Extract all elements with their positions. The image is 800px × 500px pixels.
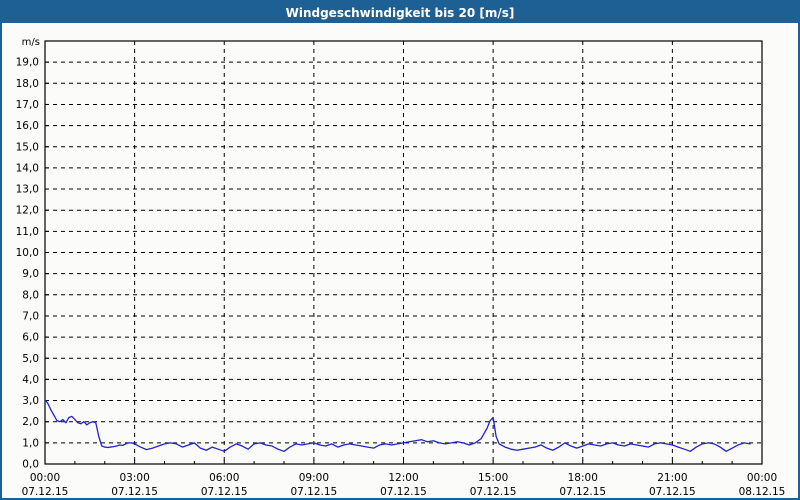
y-axis-tick-label: 19,0	[16, 57, 39, 69]
wind-speed-line-chart: m/s 0,0 1,0 2,0 3,0 4,0 5,0 6,0 7,0 8,0 9,0 10,0 11…	[16, 37, 786, 498]
y-axis-tick-label: 1,0	[22, 437, 39, 449]
x-axis-date-label: 07.12.15	[201, 486, 248, 498]
y-axis-tick-label: 5,0	[22, 353, 39, 365]
y-axis-unit-label: m/s	[22, 37, 40, 48]
y-axis-tick-label: 12,0	[16, 205, 39, 217]
x-axis-date-label: 07.12.15	[649, 486, 696, 498]
y-axis-tick-label: 16,0	[16, 120, 39, 132]
x-axis-date-label: 07.12.15	[290, 486, 337, 498]
y-axis-tick-label: 13,0	[16, 184, 39, 196]
x-axis-date-label: 07.12.15	[559, 486, 606, 498]
y-axis-tick-label: 3,0	[22, 395, 39, 407]
x-axis-time-label: 18:00	[568, 472, 598, 484]
x-axis-date-label: 07.12.15	[470, 486, 517, 498]
plot-axes-frame	[44, 40, 763, 465]
x-axis-time-label: 21:00	[657, 472, 687, 484]
y-axis-tick-labels: 0,0 1,0 2,0 3,0 4,0 5,0 6,0 7,0 8,0 9,0 10,0 11,0 12…	[16, 57, 39, 471]
y-axis-tick-label: 7,0	[22, 310, 39, 322]
y-axis-tick-label: 14,0	[16, 162, 39, 174]
x-axis-date-label: 07.12.15	[22, 486, 69, 498]
wind-speed-series-line	[44, 398, 751, 452]
x-axis-time-label: 06:00	[209, 472, 239, 484]
x-axis-date-label: 07.12.15	[111, 486, 158, 498]
page-title: Windgeschwindigkeit bis 20 [m/s]	[285, 5, 515, 20]
y-axis-tick-label: 15,0	[16, 141, 39, 153]
x-axis-date-label: 07.12.15	[380, 486, 427, 498]
y-axis-tick-label: 9,0	[22, 268, 39, 280]
x-axis-date-label: 08.12.15	[739, 486, 786, 498]
x-axis-time-label: 12:00	[388, 472, 418, 484]
x-axis-time-label: 00:00	[30, 472, 60, 484]
y-axis-tick-label: 0,0	[22, 459, 39, 471]
x-axis-time-label: 00:00	[747, 472, 777, 484]
plot-frame	[44, 40, 763, 465]
y-axis-tick-label: 18,0	[16, 78, 39, 90]
x-axis-time-label: 03:00	[119, 472, 149, 484]
y-axis-tick-label: 11,0	[16, 226, 39, 238]
y-axis-tick-label: 2,0	[22, 416, 39, 428]
y-axis-tick-label: 8,0	[22, 289, 39, 301]
chart-plot-area: m/s 0,0 1,0 2,0 3,0 4,0 5,0 6,0 7,0 8,0 9,0 10,0 11…	[2, 23, 798, 498]
x-axis-time-label: 15:00	[478, 472, 508, 484]
x-axis-time-label: 09:00	[299, 472, 329, 484]
vertical-gridlines	[134, 41, 673, 464]
y-axis-tick-label: 6,0	[22, 332, 39, 344]
x-axis-tick-labels: 00:00 07.12.15 03:00 07.12.15 06:00 07.12.15 0…	[22, 472, 786, 498]
data-line-windgeschwindigkeit	[44, 398, 751, 452]
y-axis-tick-label: 10,0	[16, 247, 39, 259]
y-axis-tick-label: 17,0	[16, 99, 39, 111]
window-title-bar: Windgeschwindigkeit bis 20 [m/s]	[2, 2, 798, 23]
y-axis-unit-label-group: m/s	[22, 37, 40, 48]
y-axis-tick-label: 4,0	[22, 374, 39, 386]
